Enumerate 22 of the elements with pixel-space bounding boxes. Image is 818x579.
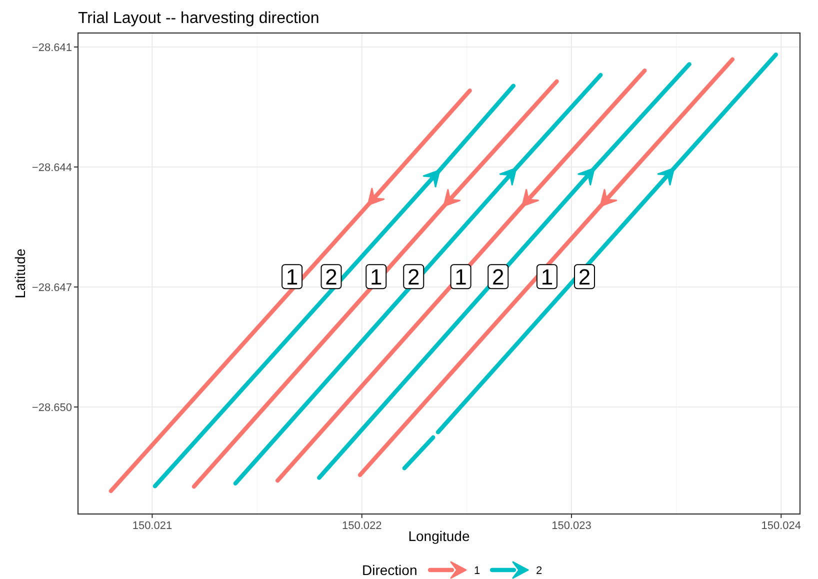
annotation: 1 xyxy=(540,264,554,290)
x-tick-label: 150.024 xyxy=(761,520,802,532)
legend-label: 1 xyxy=(474,565,480,577)
x-tick-label: 150.021 xyxy=(132,520,172,532)
y-tick-label: −28.650 xyxy=(32,402,72,414)
annotation: 2 xyxy=(408,264,420,290)
y-tick-label: −28.641 xyxy=(32,42,72,54)
annotation: 2 xyxy=(492,264,504,290)
y-axis-title: Latitude xyxy=(12,248,28,298)
annotation: 1 xyxy=(370,264,382,290)
annotation: 2 xyxy=(325,264,338,290)
x-tick-label: 150.023 xyxy=(552,520,592,532)
legend-title: Direction xyxy=(362,562,418,578)
x-tick-label: 150.022 xyxy=(342,520,382,532)
y-tick-label: −28.647 xyxy=(32,282,72,294)
annotation: 1 xyxy=(286,264,298,290)
annotation: 1 xyxy=(454,264,467,290)
annotation: 2 xyxy=(578,264,591,290)
legend-label: 2 xyxy=(536,565,542,577)
chart-title: Trial Layout -- harvesting direction xyxy=(78,10,320,27)
x-axis-title: Longitude xyxy=(408,528,470,544)
y-tick-label: −28.644 xyxy=(32,162,72,174)
